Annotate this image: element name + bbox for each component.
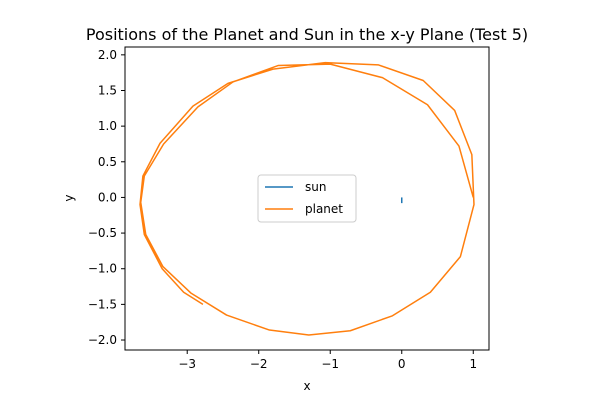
x-tick-label: 1 <box>469 357 477 371</box>
series-line-planet <box>139 61 475 336</box>
legend-label-planet: planet <box>305 202 343 216</box>
x-tick-label: 0 <box>398 357 406 371</box>
plot-area <box>139 61 475 336</box>
y-tick-label: −0.5 <box>88 226 117 240</box>
y-tick-label: −2.0 <box>88 333 117 347</box>
y-tick-label: 1.5 <box>98 83 117 97</box>
x-axis-label: x <box>303 379 310 393</box>
y-tick-label: 1.0 <box>98 119 117 133</box>
chart-title: Positions of the Planet and Sun in the x… <box>86 25 528 44</box>
x-tick-label: −3 <box>178 357 196 371</box>
y-axis: −2.0 −1.5 −1.0 −0.5 0.0 0.5 1.0 1.5 2.0 <box>88 48 125 347</box>
x-tick-label: −1 <box>321 357 339 371</box>
y-tick-label: 0.0 <box>98 190 117 204</box>
plot-frame <box>124 46 490 351</box>
y-tick-label: −1.5 <box>88 297 117 311</box>
x-axis: −3 −2 −1 0 1 <box>178 350 477 371</box>
legend-label-sun: sun <box>305 180 326 194</box>
y-tick-label: 2.0 <box>98 48 117 62</box>
legend: sun planet <box>257 174 357 223</box>
y-tick-label: 0.5 <box>98 155 117 169</box>
y-tick-label: −1.0 <box>88 262 117 276</box>
y-axis-label: y <box>62 194 76 201</box>
x-tick-label: −2 <box>250 357 268 371</box>
